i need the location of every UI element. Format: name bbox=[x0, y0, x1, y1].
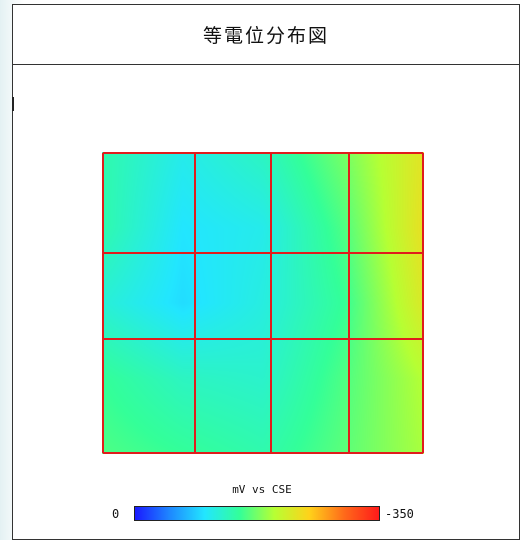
heatmap-canvas bbox=[102, 152, 424, 454]
grid-overlay bbox=[102, 152, 424, 454]
colorbar-min-label: 0 bbox=[112, 507, 120, 521]
colorbar bbox=[134, 506, 380, 521]
colorbar-label: mV vs CSE bbox=[232, 483, 292, 496]
colorbar-max-label: -350 bbox=[385, 507, 414, 521]
title-bar: 等電位分布図 bbox=[13, 5, 519, 65]
chart-title: 等電位分布図 bbox=[202, 25, 329, 47]
edge-tick bbox=[12, 97, 14, 111]
potential-map bbox=[102, 152, 424, 454]
